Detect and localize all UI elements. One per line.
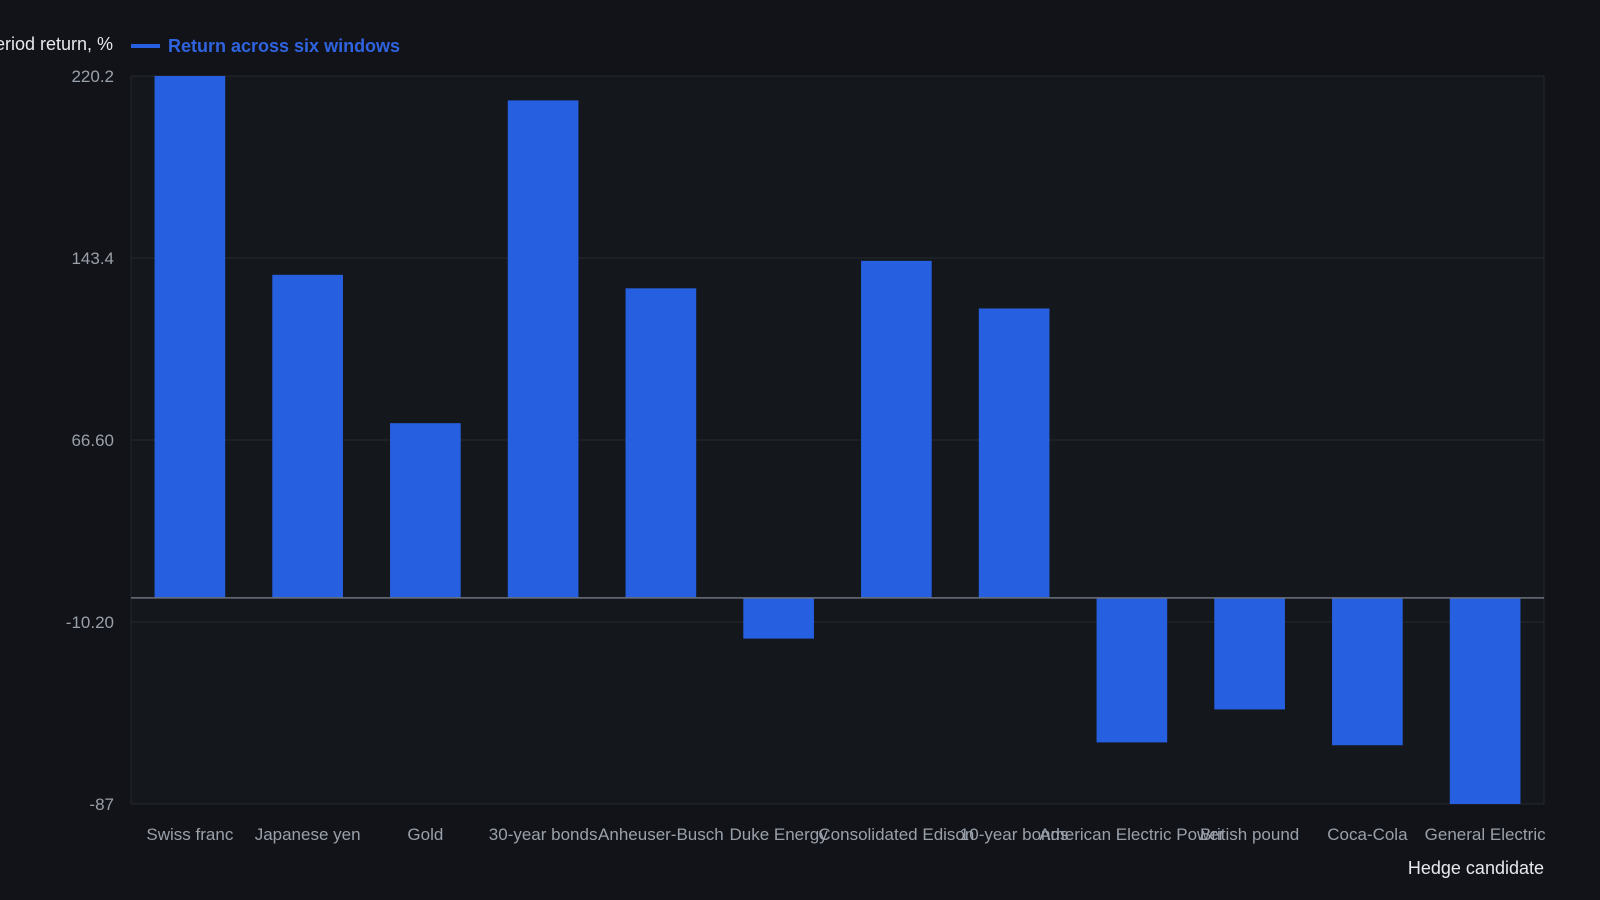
gridlines — [131, 75, 1544, 805]
x-tick-label: Swiss franc — [146, 825, 233, 844]
bar-british-pound — [1214, 597, 1285, 710]
x-tick-label: 30-year bonds — [489, 825, 598, 844]
x-tick-label: Gold — [407, 825, 443, 844]
x-tick-label: Consolidated Edison — [818, 825, 974, 844]
legend-label: Return across six windows — [168, 36, 400, 56]
x-tick-label: American Electric Power — [1039, 825, 1225, 844]
bar-coca-cola — [1332, 597, 1403, 746]
x-axis-ticks: Swiss franc Japanese yen Gold 30-year bonds… — [146, 825, 1546, 844]
x-tick-label: 10-year bonds — [960, 825, 1069, 844]
x-tick-label: General Electric — [1425, 825, 1546, 844]
x-tick-label: British pound — [1200, 825, 1299, 844]
bar-japanese-yen — [272, 274, 343, 598]
x-tick-label: Duke Energy — [729, 825, 828, 844]
x-tick-label: Japanese yen — [255, 825, 361, 844]
x-tick-label: Anheuser-Busch — [598, 825, 724, 844]
bar-swiss-franc — [154, 76, 226, 598]
bar-consolidated-edison — [861, 260, 932, 598]
y-tick-label: -10.20 — [66, 613, 114, 632]
x-tick-label: Coca-Cola — [1327, 825, 1408, 844]
y-tick-label: 220.2 — [71, 67, 114, 86]
y-tick-label: 66.60 — [71, 431, 114, 450]
bar-30-year-bonds — [507, 100, 579, 598]
bar-duke-energy — [743, 597, 814, 639]
bar-anheuser-busch — [625, 288, 697, 598]
y-tick-label: -87 — [89, 795, 114, 814]
bar-american-electric-power — [1096, 597, 1168, 743]
bar-10-year-bonds — [978, 308, 1050, 598]
bar-gold — [390, 423, 461, 598]
bar-general-electric — [1449, 597, 1521, 804]
x-axis-title: Hedge candidate — [1408, 858, 1544, 878]
bars — [154, 76, 1521, 804]
y-tick-label: 143.4 — [71, 249, 114, 268]
y-axis-ticks: 220.2 143.4 66.60 -10.20 -87 — [66, 67, 114, 814]
y-axis-title: Period return, % — [0, 34, 113, 54]
